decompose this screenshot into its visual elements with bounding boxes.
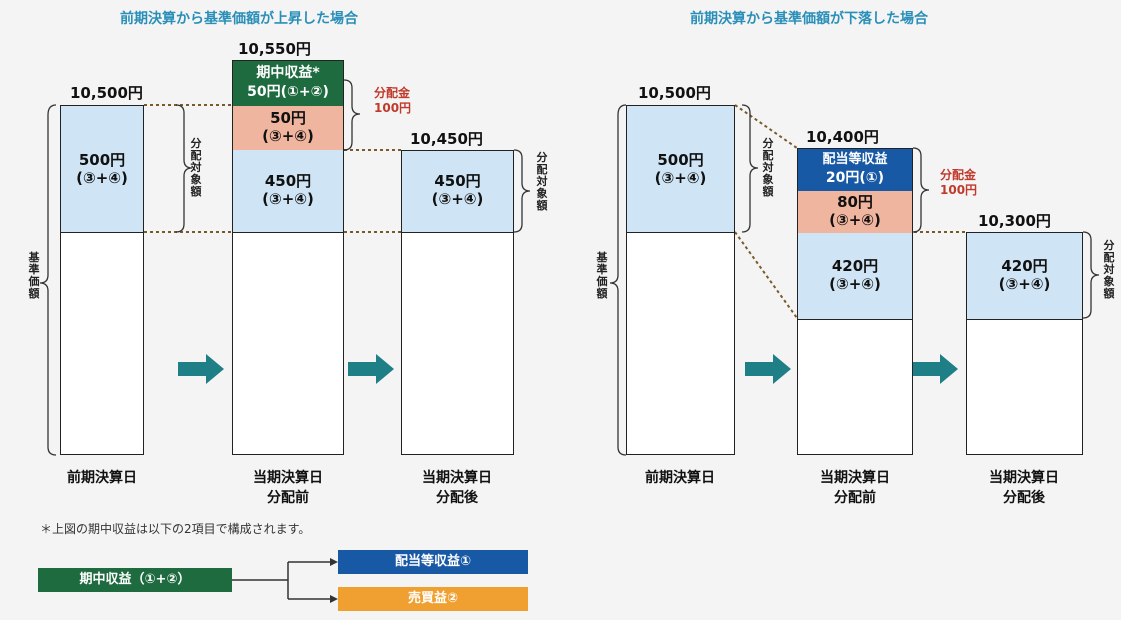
- left-mid-salmon-line1: 50円: [270, 109, 306, 127]
- right-prev-top-line2: (③+④): [654, 169, 707, 187]
- left-base-label: 基準価額: [28, 251, 40, 300]
- left-mid-green-line2: 50円(①+②): [247, 84, 329, 100]
- right-mid-salmon-line2: (③+④): [829, 211, 881, 229]
- right-mid-salmon-segment: 80円 (③+④): [798, 191, 912, 234]
- right-title: 前期決算から基準価額が下落した場合: [690, 11, 928, 27]
- right-prev-top-segment: 500円 (③+④): [627, 106, 734, 233]
- right-caption-1: 前期決算日: [645, 470, 715, 486]
- right-prev-bar: 500円 (③+④): [626, 105, 735, 455]
- left-after-blue-segment: 450円 (③+④): [402, 151, 513, 233]
- arrow-right-1: [745, 354, 791, 384]
- right-after-blue-line2: (③+④): [998, 275, 1051, 293]
- right-mid-blue-line1: 420円: [831, 257, 879, 275]
- left-prev-top-segment: 500円 (③+④): [61, 106, 143, 233]
- left-after-value: 10,450円: [410, 130, 483, 148]
- left-mid-bar: 期中収益* 50円(①+②) 50円 (③+④) 450円 (③+④): [232, 60, 344, 455]
- left-mid-green-line1: 期中収益*: [256, 65, 320, 81]
- arrow-right-2: [912, 354, 958, 384]
- left-prev-bar: 500円 (③+④): [60, 105, 144, 455]
- left-mid-green-segment: 期中収益* 50円(①+②): [233, 61, 343, 107]
- left-mid-blue-line2: (③+④): [262, 190, 314, 208]
- left-mid-brace-label: 分配対象額: [190, 137, 202, 198]
- right-mid-navy-line2: 20円(①): [825, 170, 885, 186]
- footnote: ＊上図の期中収益は以下の2項目で構成されます。: [40, 522, 311, 536]
- arrow-left-1: [178, 354, 224, 384]
- legend-target1-box: 配当等収益①: [338, 550, 528, 574]
- right-mid-blue-line2: (③+④): [829, 275, 881, 293]
- left-caption-3: 当期決算日 分配後: [422, 470, 492, 506]
- right-prev-value: 10,500円: [638, 84, 711, 102]
- arrow-left-2: [348, 354, 394, 384]
- left-caption-2: 当期決算日 分配前: [253, 470, 323, 506]
- right-after-brace-label: 分配対象額: [1103, 239, 1115, 300]
- right-mid-value: 10,400円: [806, 128, 879, 146]
- left-mid-value: 10,550円: [238, 40, 311, 58]
- left-mid-salmon-segment: 50円 (③+④): [233, 106, 343, 151]
- right-mid-salmon-line1: 80円: [837, 193, 873, 211]
- right-mid-bar: 配当等収益 20円(①) 80円 (③+④) 420円 (③+④): [797, 148, 913, 455]
- legend-target2-box: 売買益②: [338, 587, 528, 611]
- right-after-blue-segment: 420円 (③+④): [967, 233, 1082, 320]
- right-distribution-label: 分配金 100円: [940, 168, 978, 197]
- right-after-bar: 420円 (③+④): [966, 232, 1083, 455]
- right-mid-navy-segment: 配当等収益 20円(①): [798, 149, 912, 192]
- left-mid-blue-line1: 450円: [264, 172, 312, 190]
- left-prev-top-line2: (③+④): [76, 169, 128, 187]
- left-after-blue-line1: 450円: [434, 172, 481, 190]
- right-after-value: 10,300円: [978, 212, 1051, 230]
- right-mid-blue-segment: 420円 (③+④): [798, 233, 912, 320]
- right-caption-2: 当期決算日 分配前: [820, 470, 890, 506]
- left-mid-salmon-line2: (③+④): [262, 127, 314, 145]
- left-distribution-label: 分配金 100円: [374, 86, 412, 115]
- right-caption-3: 当期決算日 分配後: [989, 470, 1059, 506]
- legend-source-box: 期中収益（①+②）: [38, 568, 232, 592]
- right-mid-navy-line1: 配当等収益: [822, 152, 888, 167]
- left-after-brace-label: 分配対象額: [536, 151, 548, 212]
- left-caption-1: 前期決算日: [67, 470, 137, 486]
- right-prev-top-line1: 500円: [657, 151, 704, 169]
- left-after-bar: 450円 (③+④): [401, 150, 514, 455]
- left-prev-value: 10,500円: [70, 84, 143, 102]
- right-prev-brace-label: 分配対象額: [762, 137, 774, 198]
- left-title: 前期決算から基準価額が上昇した場合: [120, 11, 358, 27]
- right-after-blue-line1: 420円: [1001, 257, 1048, 275]
- left-after-blue-line2: (③+④): [431, 190, 484, 208]
- left-prev-top-line1: 500円: [78, 151, 126, 169]
- right-base-label: 基準価額: [596, 251, 608, 300]
- left-mid-blue-segment: 450円 (③+④): [233, 150, 343, 233]
